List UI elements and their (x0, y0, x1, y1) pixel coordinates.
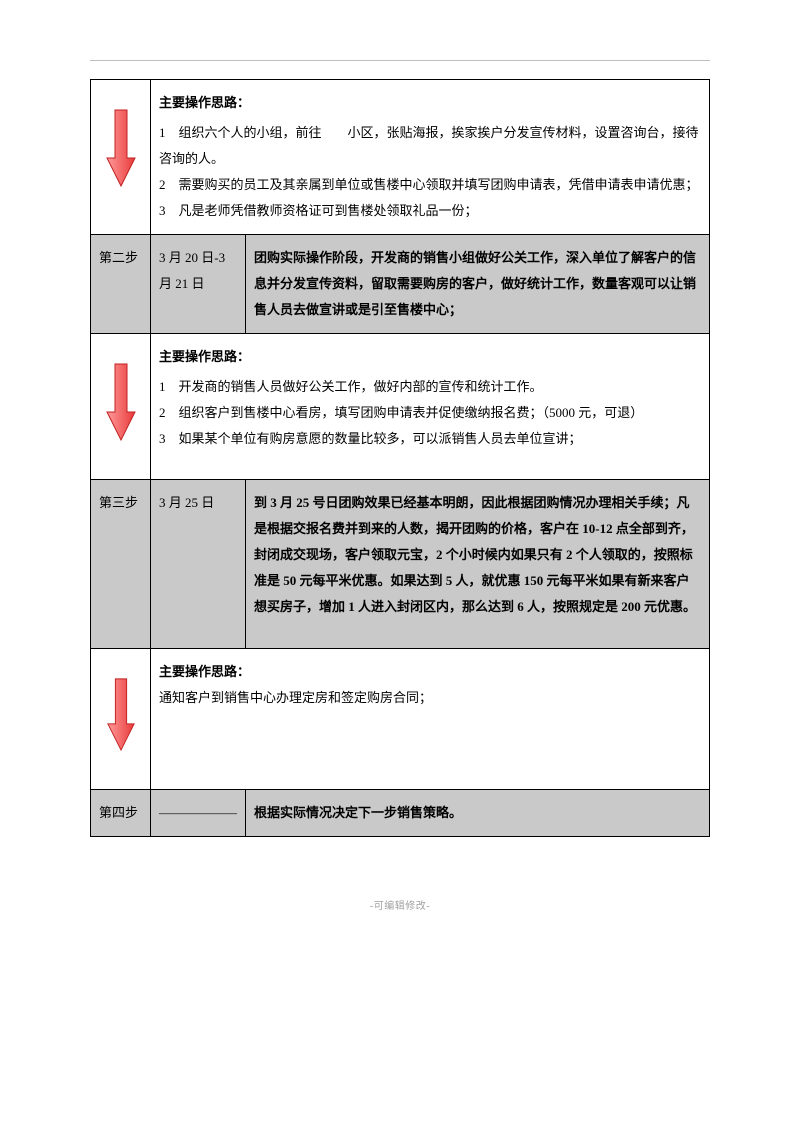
list-item: 3 如果某个单位有购房意愿的数量比较多，可以派销售人员去单位宣讲； (159, 426, 701, 452)
step-label: 第四步 (91, 790, 151, 837)
arrow-cell (91, 649, 151, 790)
thinking-title: 主要操作思路： (159, 659, 701, 685)
step-label: 第三步 (91, 480, 151, 649)
top-rule (90, 60, 710, 61)
thinking-cell: 主要操作思路： 1 组织六个人的小组，前往 小区，张贴海报，挨家挨户分发宣传材料… (151, 80, 710, 235)
table-row: 第三步 3 月 25 日 到 3 月 25 号日团购效果已经基本明朗，因此根据团… (91, 480, 710, 649)
thinking-cell: 主要操作思路： 1 开发商的销售人员做好公关工作，做好内部的宣传和统计工作。 2… (151, 334, 710, 480)
step-content: 团购实际操作阶段，开发商的销售小组做好公关工作，深入单位了解客户的信息并分发宣传… (246, 235, 710, 334)
list-item: 2 组织客户到售楼中心看房，填写团购申请表并促使缴纳报名费；（5000 元，可退… (159, 400, 701, 426)
list-item: 3 凡是老师凭借教师资格证可到售楼处领取礼品一份； (159, 198, 701, 224)
step-content: 根据实际情况决定下一步销售策略。 (246, 790, 710, 837)
table-row: 主要操作思路： 通知客户到销售中心办理定房和签定购房合同； (91, 649, 710, 790)
table-row: 主要操作思路： 1 开发商的销售人员做好公关工作，做好内部的宣传和统计工作。 2… (91, 334, 710, 480)
document-page: 主要操作思路： 1 组织六个人的小组，前往 小区，张贴海报，挨家挨户分发宣传材料… (0, 0, 800, 952)
thinking-list: 1 开发商的销售人员做好公关工作，做好内部的宣传和统计工作。 2 组织客户到售楼… (159, 374, 701, 452)
step-date: —————— (151, 790, 246, 837)
step-date: 3 月 20 日-3 月 21 日 (151, 235, 246, 334)
step-date: 3 月 25 日 (151, 480, 246, 649)
down-arrow-icon (106, 362, 136, 442)
thinking-cell: 主要操作思路： 通知客户到销售中心办理定房和签定购房合同； (151, 649, 710, 790)
down-arrow-icon (106, 108, 136, 188)
step-content: 到 3 月 25 号日团购效果已经基本明朗，因此根据团购情况办理相关手续；凡是根… (246, 480, 710, 649)
procedure-table: 主要操作思路： 1 组织六个人的小组，前往 小区，张贴海报，挨家挨户分发宣传材料… (90, 79, 710, 837)
thinking-title: 主要操作思路： (159, 344, 701, 370)
page-footer: -可编辑修改- (90, 897, 710, 912)
step-label: 第二步 (91, 235, 151, 334)
list-item: 1 开发商的销售人员做好公关工作，做好内部的宣传和统计工作。 (159, 374, 701, 400)
thinking-title: 主要操作思路： (159, 90, 701, 116)
table-row: 第四步 —————— 根据实际情况决定下一步销售策略。 (91, 790, 710, 837)
table-row: 主要操作思路： 1 组织六个人的小组，前往 小区，张贴海报，挨家挨户分发宣传材料… (91, 80, 710, 235)
thinking-list: 1 组织六个人的小组，前往 小区，张贴海报，挨家挨户分发宣传材料，设置咨询台，接… (159, 120, 701, 224)
down-arrow-icon (106, 677, 136, 752)
arrow-cell (91, 334, 151, 480)
thinking-body: 通知客户到销售中心办理定房和签定购房合同； (159, 685, 701, 711)
arrow-cell (91, 80, 151, 235)
list-item: 2 需要购买的员工及其亲属到单位或售楼中心领取并填写团购申请表，凭借申请表申请优… (159, 172, 701, 198)
table-row: 第二步 3 月 20 日-3 月 21 日 团购实际操作阶段，开发商的销售小组做… (91, 235, 710, 334)
list-item: 1 组织六个人的小组，前往 小区，张贴海报，挨家挨户分发宣传材料，设置咨询台，接… (159, 120, 701, 172)
